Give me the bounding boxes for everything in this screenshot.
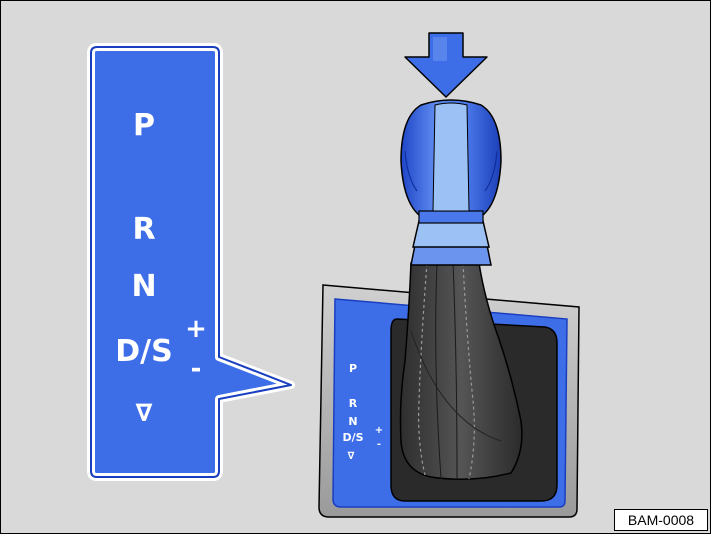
gear-knob (400, 99, 502, 266)
console-minus: - (377, 439, 381, 450)
down-arrow-icon (404, 32, 488, 98)
console-gear-p: P (349, 362, 357, 375)
console-down-triangle: ∇ (348, 451, 355, 462)
shifter-boot (399, 262, 523, 480)
console-gear-r: R (349, 397, 358, 410)
console-gear-n: N (348, 415, 357, 428)
panel-gear-p: P (133, 108, 155, 143)
panel-gear-r: R (132, 212, 155, 247)
figure-code-label: BAM-0008 (614, 509, 708, 531)
console-plus: + (375, 425, 383, 436)
panel-down-triangle: ∇ (136, 399, 153, 427)
panel-minus: - (191, 354, 202, 384)
panel-gear-ds: D/S (115, 334, 172, 369)
console-gear-ds: D/S (342, 431, 363, 444)
panel-plus: + (185, 314, 207, 344)
panel-gear-n: N (131, 269, 156, 304)
gear-callout-panel: P R N D/S + - ∇ (87, 43, 295, 481)
